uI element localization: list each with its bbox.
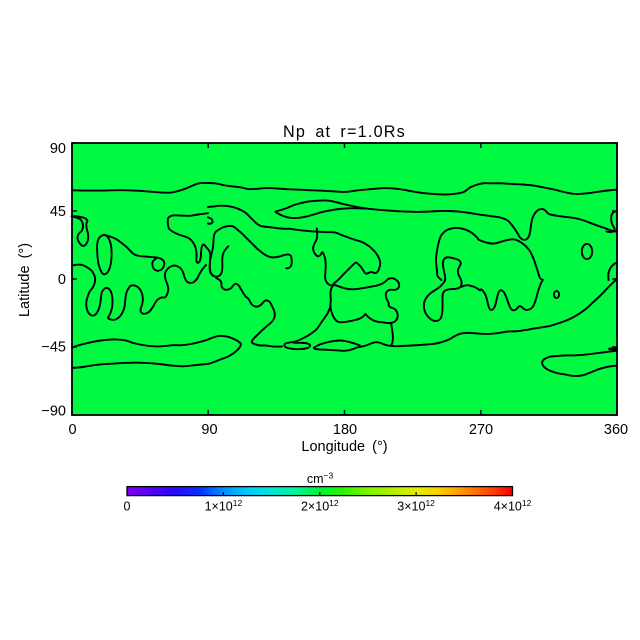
svg-text:Longitude (°): Longitude (°): [301, 439, 387, 455]
svg-text:45: 45: [50, 204, 66, 220]
svg-text:180: 180: [333, 422, 357, 438]
svg-text:−90: −90: [41, 404, 66, 420]
svg-text:−45: −45: [41, 340, 66, 356]
svg-text:90: 90: [50, 141, 66, 157]
svg-text:Latitude (°): Latitude (°): [17, 243, 33, 317]
svg-text:270: 270: [469, 422, 493, 438]
svg-text:360: 360: [604, 422, 628, 438]
svg-text:0: 0: [58, 272, 66, 288]
svg-text:Np at r=1.0Rs: Np at r=1.0Rs: [283, 123, 406, 141]
svg-text:0: 0: [68, 422, 76, 438]
svg-text:90: 90: [201, 422, 217, 438]
svg-text:0: 0: [124, 500, 131, 514]
